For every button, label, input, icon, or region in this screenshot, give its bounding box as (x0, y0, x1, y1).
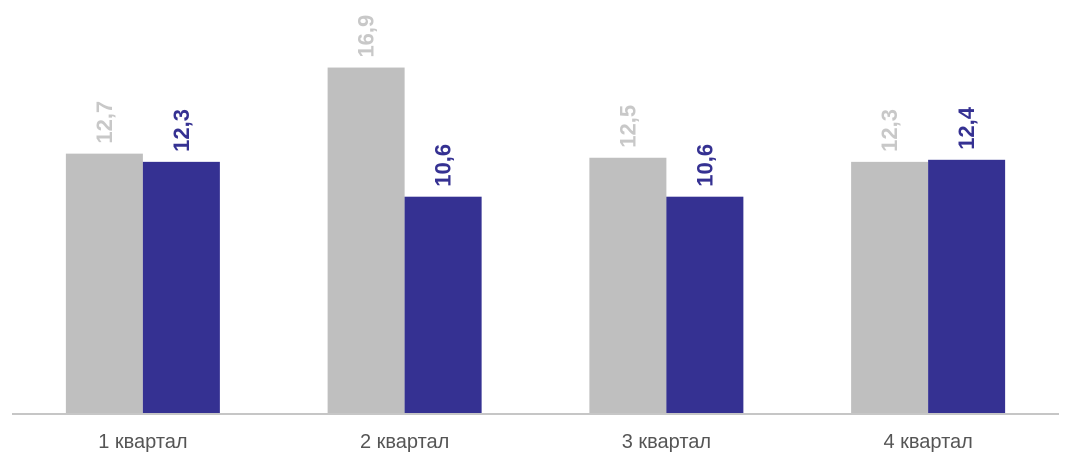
category-label-3: 3 квартал (622, 431, 711, 453)
bar-2-series-2 (404, 196, 482, 414)
value-label-4-series-2: 12,4 (954, 106, 979, 150)
bar-1-series-1 (65, 153, 143, 414)
bars-layer (65, 67, 1006, 415)
bar-4-series-2 (928, 159, 1006, 414)
value-labels: 12,7 12,3 16,9 10,6 12,5 10,6 12,3 12,4 (92, 15, 979, 187)
value-label-4-series-1: 12,3 (877, 109, 902, 152)
bar-4-series-1 (851, 161, 929, 414)
value-label-2-series-2: 10,6 (431, 144, 456, 187)
bar-1-series-2 (142, 161, 220, 414)
value-label-1-series-2: 12,3 (169, 109, 194, 152)
category-label-2: 2 квартал (360, 431, 449, 453)
value-label-1-series-1: 12,7 (92, 101, 117, 144)
bar-3-series-2 (666, 196, 744, 414)
bar-3-series-1 (589, 157, 667, 414)
value-label-3-series-1: 12,5 (615, 105, 640, 148)
category-label-1: 1 квартал (98, 431, 187, 453)
bar-2-series-1 (327, 67, 405, 415)
category-label-4: 4 квартал (883, 431, 972, 453)
value-label-2-series-1: 16,9 (354, 15, 379, 58)
category-labels: 1 квартал 2 квартал 3 квартал 4 квартал (98, 431, 973, 453)
value-label-3-series-2: 10,6 (692, 144, 717, 187)
